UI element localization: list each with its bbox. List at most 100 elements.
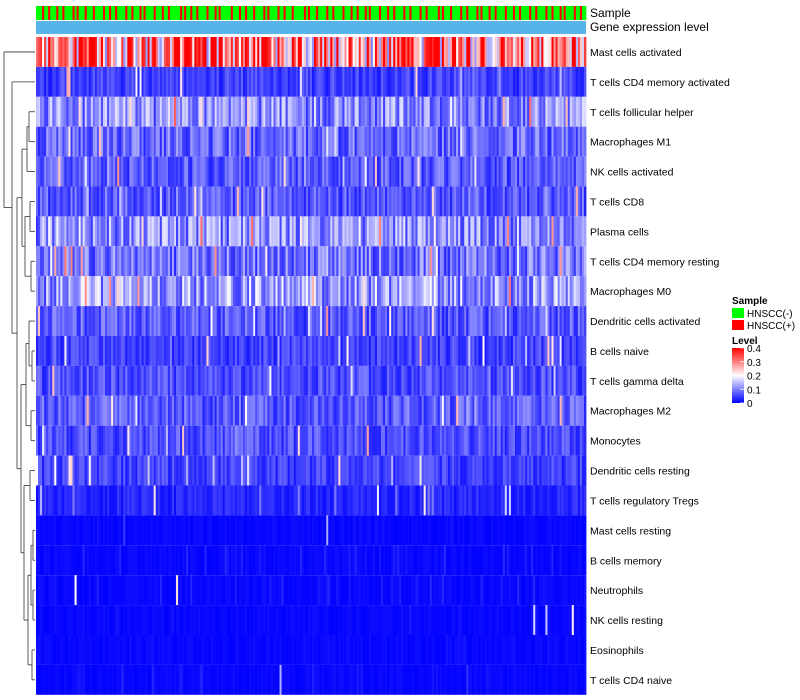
heatmap-cell [202, 156, 205, 187]
heatmap-cell [563, 126, 567, 157]
heatmap-cell [163, 515, 167, 546]
heatmap-cell [443, 156, 447, 187]
heatmap-cell [512, 156, 516, 187]
heatmap-cell [575, 515, 579, 546]
heatmap-cell [356, 186, 360, 217]
heatmap-cell [96, 395, 100, 426]
heatmap-cell [48, 66, 51, 97]
heatmap-cell [332, 37, 335, 67]
heatmap-cell [502, 216, 506, 247]
heatmap-cell [510, 336, 514, 366]
heatmap-cell [385, 246, 388, 277]
heatmap-cell [498, 336, 502, 366]
heatmap-cell [458, 336, 461, 366]
heatmap-cell [139, 336, 142, 366]
heatmap-cell [555, 186, 558, 217]
heatmap-cell [577, 395, 581, 426]
heatmap-cell [577, 66, 581, 97]
heatmap-cell [399, 156, 402, 187]
heatmap-cell [383, 276, 386, 307]
heatmap-cell [529, 306, 532, 336]
heatmap-cell [423, 485, 427, 516]
heatmap-cell [350, 246, 354, 277]
heatmap-cell [291, 306, 295, 336]
heatmap-cell [82, 485, 86, 516]
heatmap-cell [277, 66, 280, 97]
heatmap-cell [151, 336, 155, 366]
heatmap-cell [265, 66, 268, 97]
heatmap-cell [70, 66, 73, 97]
heatmap-cell [498, 455, 502, 486]
heatmap-cell [470, 246, 473, 277]
heatmap-cell [117, 246, 120, 277]
sample-cell [409, 6, 412, 20]
heatmap-cell [80, 37, 84, 67]
heatmap-cell [107, 126, 110, 157]
heatmap-cell [269, 425, 272, 456]
heatmap-cell [441, 66, 445, 97]
heatmap-cell [498, 246, 502, 277]
heatmap-cell [257, 545, 260, 576]
sample-cell [212, 6, 215, 20]
heatmap-cell [429, 246, 433, 277]
heatmap-cell [484, 455, 487, 486]
heatmap-cell [423, 515, 427, 546]
heatmap-cell [206, 425, 209, 456]
heatmap-cell [559, 66, 563, 97]
heatmap-cell [364, 306, 368, 336]
heatmap-cell [385, 96, 388, 127]
heatmap-cell [123, 37, 126, 67]
heatmap-cell [240, 545, 244, 576]
heatmap-cell [342, 455, 345, 486]
heatmap-cell [220, 485, 224, 516]
heatmap-cell [206, 395, 209, 426]
heatmap-cell [413, 306, 416, 336]
heatmap-cell [431, 276, 435, 307]
heatmap-cell [192, 395, 195, 426]
heatmap-cell [117, 395, 120, 426]
heatmap-cell [383, 246, 386, 277]
heatmap-cell [421, 96, 425, 127]
heatmap-cell [470, 515, 473, 546]
heatmap-cell [216, 336, 220, 366]
heatmap-cell [393, 336, 396, 366]
heatmap-cell [549, 66, 552, 97]
heatmap-cell [174, 156, 177, 187]
heatmap-cell [169, 306, 173, 336]
heatmap-cell [38, 37, 41, 67]
heatmap-cell [198, 365, 201, 396]
heatmap-cell [334, 276, 337, 307]
heatmap-cell [539, 156, 542, 187]
heatmap-cell [253, 37, 256, 67]
heatmap-cell [60, 306, 63, 336]
heatmap-cell [389, 365, 392, 396]
heatmap-cell [370, 515, 374, 546]
heatmap-cell [202, 485, 205, 516]
heatmap-cell [447, 156, 451, 187]
heatmap-cell [196, 66, 199, 97]
heatmap-cell [490, 306, 494, 336]
heatmap-cell [251, 455, 254, 486]
heatmap-cell [98, 246, 102, 277]
heatmap-cell [98, 96, 102, 127]
heatmap-cell [212, 246, 215, 277]
heatmap-cell [492, 425, 496, 456]
heatmap-cell [539, 365, 542, 396]
heatmap-cell [318, 66, 321, 97]
sample-cell [346, 6, 349, 20]
heatmap-cell [165, 395, 169, 426]
heatmap-cell [157, 246, 161, 277]
heatmap-cell [334, 216, 337, 247]
heatmap-cell [322, 485, 325, 516]
heatmap-cell [117, 545, 120, 576]
heatmap-cell [261, 485, 264, 516]
heatmap-cell [557, 485, 561, 516]
heatmap-cell [40, 37, 43, 67]
heatmap-cell [56, 455, 59, 486]
heatmap-cell [401, 246, 404, 277]
heatmap-cell [569, 515, 573, 546]
heatmap-cell [525, 216, 528, 247]
heatmap-cell [450, 455, 453, 486]
heatmap-cell [176, 365, 179, 396]
heatmap-cell [188, 455, 191, 486]
